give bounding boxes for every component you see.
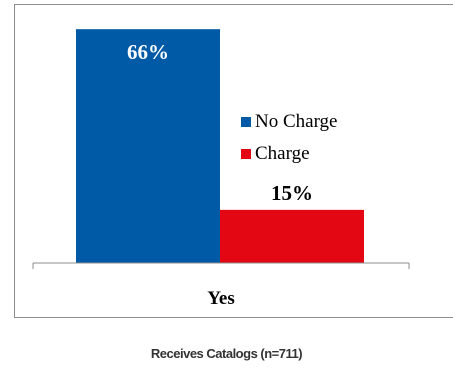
legend-swatch	[241, 117, 251, 127]
chart-caption: Receives Catalogs (n=711)	[150, 346, 303, 361]
legend-label: Charge	[255, 143, 310, 164]
chart-frame: 66% 15% Yes No Charge Charge	[14, 4, 453, 318]
data-label: 66%	[127, 40, 169, 64]
x-tick-label: Yes	[207, 288, 234, 309]
bar-charge	[220, 209, 364, 263]
legend-swatch	[241, 149, 251, 159]
data-label: 15%	[271, 181, 313, 205]
bar-no-charge	[76, 29, 220, 263]
legend-label: No Charge	[255, 111, 338, 132]
bar-chart: 66% 15% Yes No Charge Charge	[32, 29, 410, 309]
